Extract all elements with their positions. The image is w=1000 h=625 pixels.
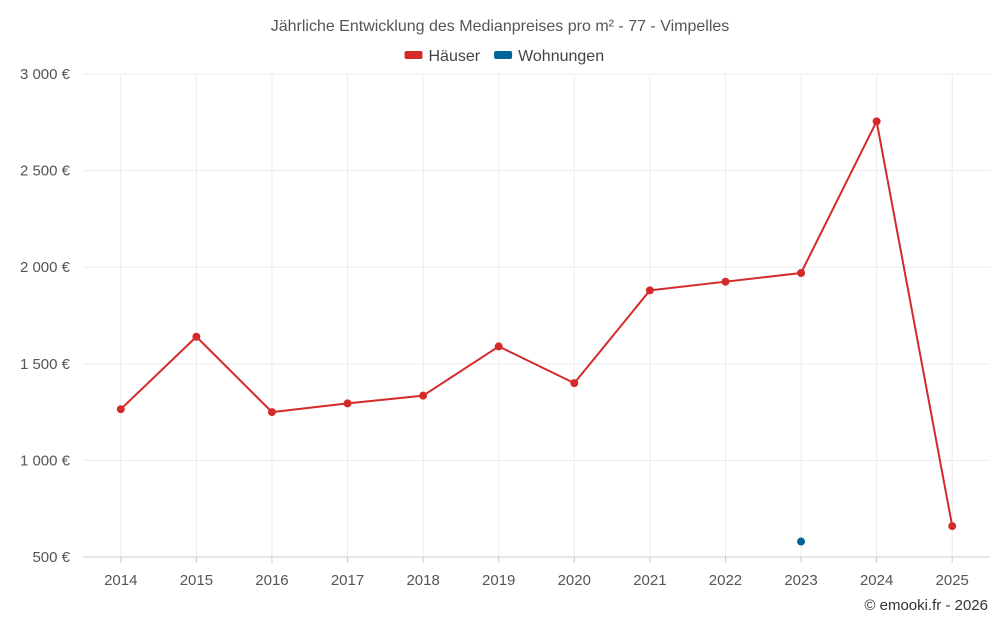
series-1 bbox=[797, 537, 806, 546]
series-line bbox=[120, 120, 954, 527]
data-point[interactable] bbox=[721, 277, 730, 286]
data-point[interactable] bbox=[192, 332, 201, 341]
series-0 bbox=[116, 117, 957, 531]
x-tick-label: 2025 bbox=[936, 572, 969, 589]
legend-swatch bbox=[404, 51, 423, 59]
data-point[interactable] bbox=[570, 379, 579, 388]
data-point[interactable] bbox=[343, 399, 352, 408]
series-layer bbox=[116, 117, 957, 546]
credit-text: © emooki.fr - 2026 bbox=[864, 597, 988, 614]
data-point[interactable] bbox=[494, 342, 503, 351]
data-point[interactable] bbox=[419, 391, 428, 400]
y-tick-label: 1 000 € bbox=[20, 452, 71, 469]
x-tick-label: 2023 bbox=[784, 572, 817, 589]
data-point[interactable] bbox=[116, 405, 125, 414]
x-tick-label: 2019 bbox=[482, 572, 515, 589]
x-tick-label: 2015 bbox=[180, 572, 213, 589]
chart-title: Jährliche Entwicklung des Medianpreises … bbox=[271, 18, 730, 35]
y-tick-label: 2 500 € bbox=[20, 163, 71, 180]
x-tick-label: 2024 bbox=[860, 572, 893, 589]
x-tick-label: 2020 bbox=[558, 572, 591, 589]
y-tick-label: 3 000 € bbox=[20, 66, 71, 83]
data-point[interactable] bbox=[797, 537, 806, 546]
data-point[interactable] bbox=[872, 117, 881, 126]
data-point[interactable] bbox=[267, 408, 276, 417]
x-tick-label: 2014 bbox=[104, 572, 137, 589]
x-tick-label: 2022 bbox=[709, 572, 742, 589]
x-tick-label: 2017 bbox=[331, 572, 364, 589]
data-point[interactable] bbox=[645, 286, 654, 295]
x-tick-label: 2016 bbox=[255, 572, 288, 589]
y-tick-label: 1 500 € bbox=[20, 356, 71, 373]
legend-item-label[interactable]: Wohnungen bbox=[518, 48, 604, 65]
x-tick-label: 2018 bbox=[406, 572, 439, 589]
legend-item-label[interactable]: Häuser bbox=[429, 48, 481, 65]
legend-swatch bbox=[494, 51, 513, 59]
legend: Häuser Wohnungen bbox=[404, 48, 604, 65]
data-point[interactable] bbox=[948, 522, 957, 531]
axes: 500 € 1 000 € 1 500 € 2 000 € 2 500 € 3 000 €… bbox=[20, 66, 990, 589]
y-tick-label: 2 000 € bbox=[20, 259, 71, 276]
x-tick-label: 2021 bbox=[633, 572, 666, 589]
y-tick-label: 500 € bbox=[32, 549, 70, 566]
grid-lines bbox=[83, 73, 990, 558]
data-point[interactable] bbox=[797, 268, 806, 277]
